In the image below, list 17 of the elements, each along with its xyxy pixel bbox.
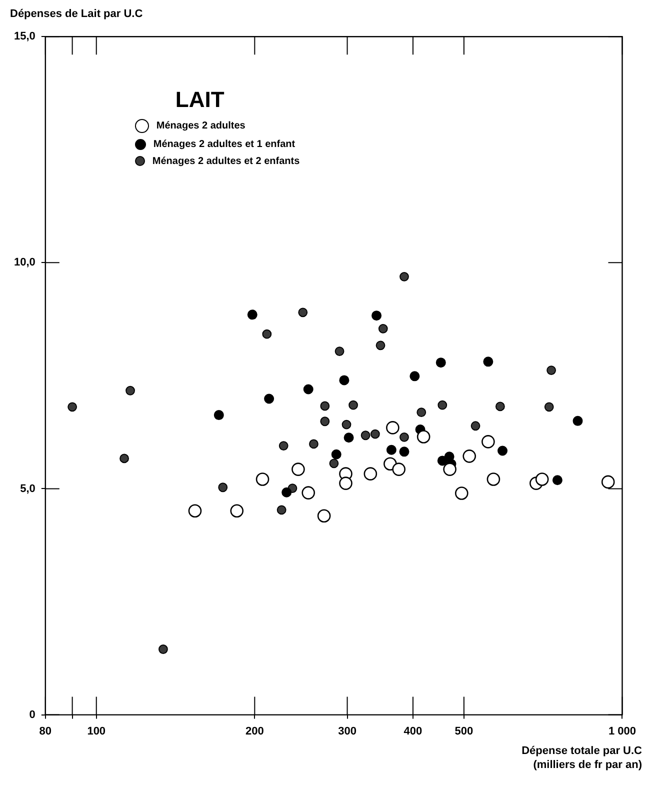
x-tick-label: 1 000	[608, 725, 636, 738]
x-axis-title: Dépense totale par U.C (milliers de fr par an)	[520, 744, 642, 772]
y-tick-label: 0	[29, 708, 36, 721]
y-axis-title: Dépenses de Lait par U.C	[9, 8, 144, 22]
legend-label: Ménages 2 adultes et 1 enfant	[153, 138, 296, 150]
y-tick-label: 5,0	[20, 482, 36, 495]
legend-label: Ménages 2 adultes et 2 enfants	[152, 156, 300, 167]
legend-label: Ménages 2 adultes	[156, 120, 246, 132]
x-tick-label: 500	[454, 725, 474, 738]
legend-title: LAIT	[175, 86, 226, 113]
x-tick-label: 80	[39, 725, 52, 738]
x-tick-label: 300	[338, 725, 356, 738]
y-tick-label: 10,0	[14, 256, 36, 269]
x-tick-label: 100	[87, 725, 106, 738]
x-tick-label: 200	[245, 725, 264, 738]
y-tick-label: 15,0	[14, 30, 36, 43]
x-tick-label: 400	[404, 725, 422, 738]
